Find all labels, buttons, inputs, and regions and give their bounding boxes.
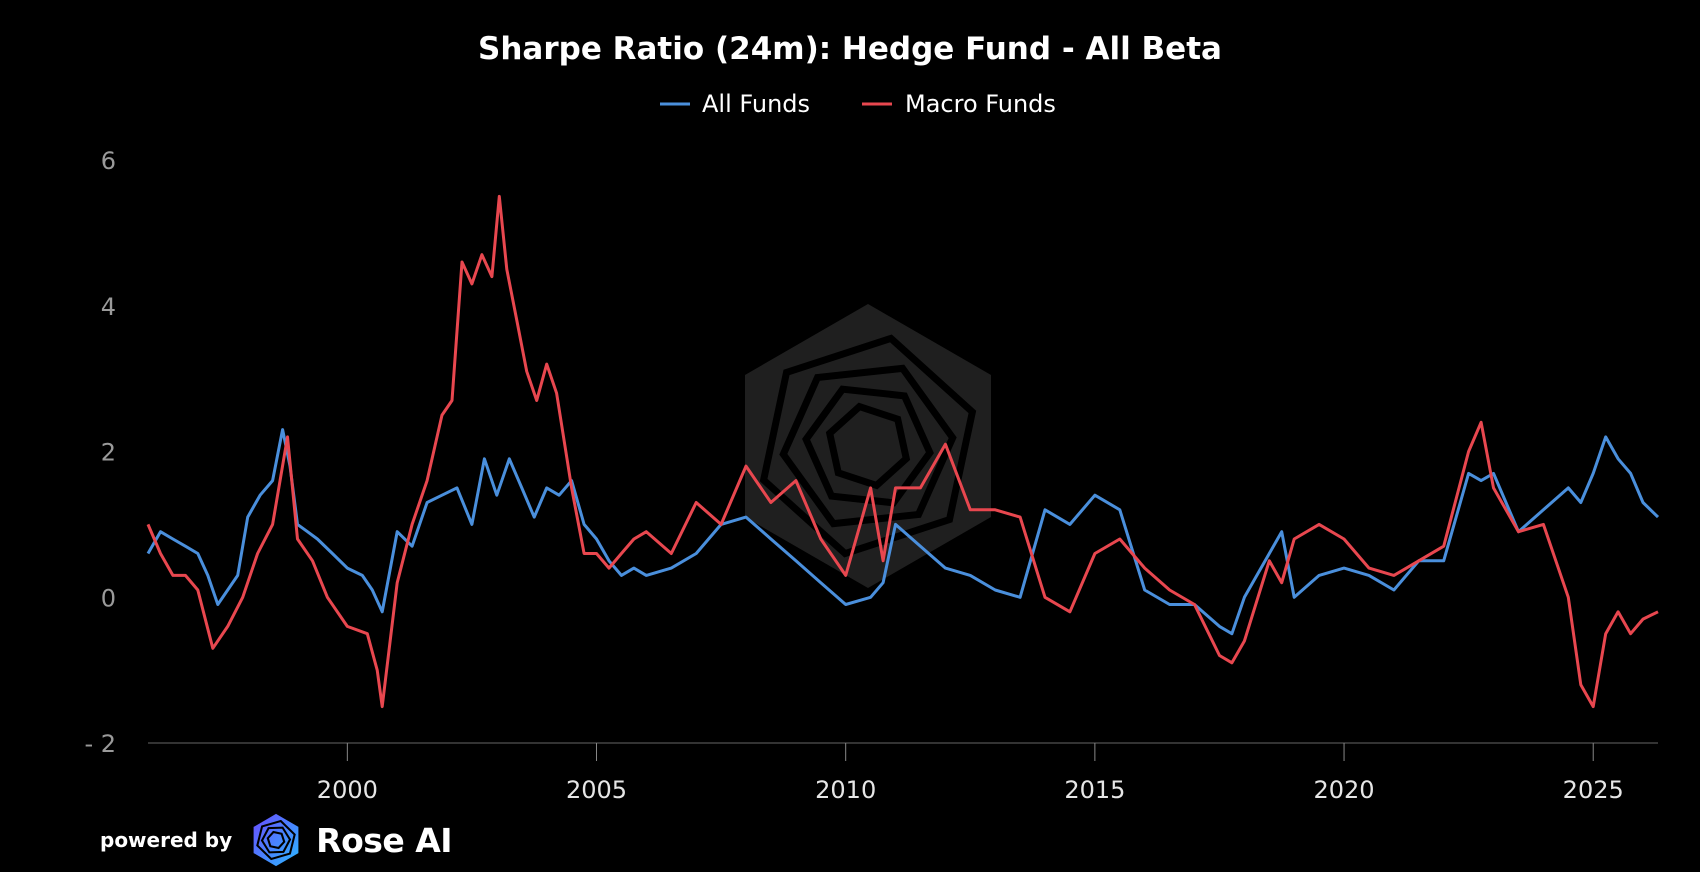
y-tick-label: - 2 [84, 730, 116, 758]
watermark-logo-icon [745, 304, 991, 588]
brand-name: Rose AI [316, 820, 453, 860]
legend-label-all-funds: All Funds [702, 90, 810, 118]
y-tick-label: 2 [101, 439, 116, 467]
x-axis: 2000 2005 2010 2015 2020 2025 [317, 743, 1624, 804]
x-tick-label: 2005 [566, 776, 627, 804]
x-tick-label: 2025 [1563, 776, 1624, 804]
chart: Sharpe Ratio (24m): Hedge Fund - All Bet… [84, 31, 1660, 804]
legend: All Funds Macro Funds [660, 90, 1056, 118]
legend-label-macro-funds: Macro Funds [905, 90, 1056, 118]
footer: powered by Rose AI [100, 808, 453, 872]
chart-title: Sharpe Ratio (24m): Hedge Fund - All Bet… [478, 31, 1222, 67]
y-tick-label: 4 [101, 293, 116, 321]
y-axis: 6 4 2 0 - 2 [84, 147, 116, 758]
y-tick-label: 0 [101, 584, 116, 612]
series-line-macro-funds [146, 194, 1659, 709]
powered-by-label: powered by [100, 828, 233, 852]
x-tick-label: 2000 [317, 776, 378, 804]
x-tick-label: 2020 [1314, 776, 1375, 804]
series-line-all-funds [146, 428, 1660, 636]
y-tick-label: 6 [101, 147, 116, 175]
series-lines [146, 194, 1660, 709]
x-tick-label: 2015 [1064, 776, 1125, 804]
rose-ai-logo-icon [253, 813, 299, 867]
x-tick-label: 2010 [815, 776, 876, 804]
